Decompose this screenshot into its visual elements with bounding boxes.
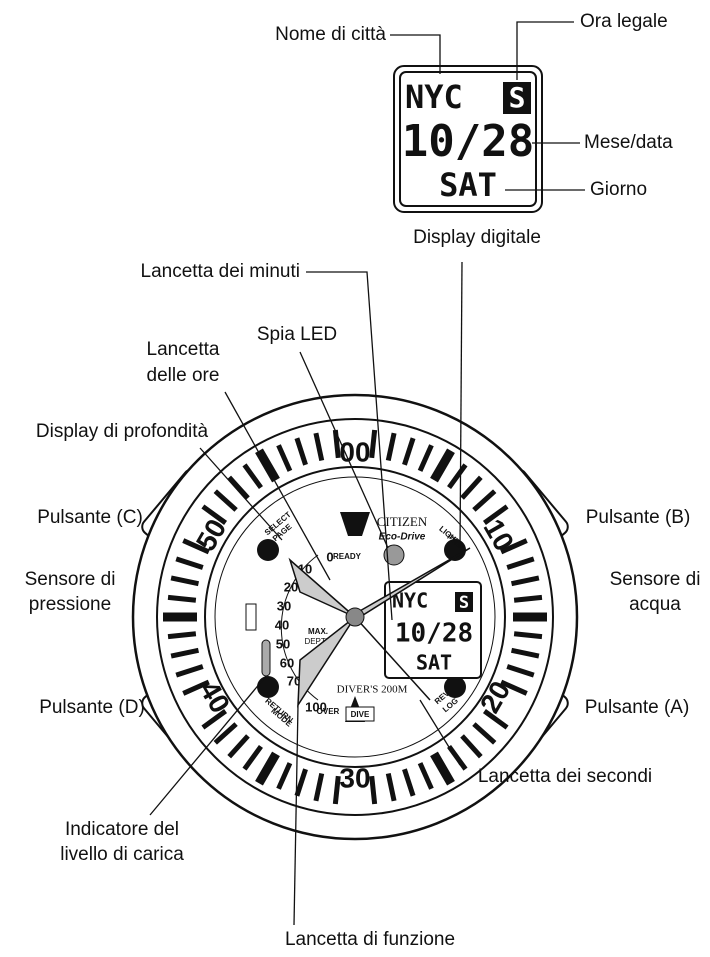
label: Indicatore del (65, 819, 179, 840)
depth-number: 60 (280, 655, 294, 670)
depth-number: 100 (305, 699, 327, 714)
display-dst: S (459, 593, 469, 613)
label: Lancetta dei minuti (141, 261, 301, 282)
label: acqua (629, 594, 681, 615)
max-depth: MAX. (308, 627, 328, 636)
label: Lancetta di funzione (285, 929, 455, 950)
dive: DIVE (351, 710, 370, 719)
label: Sensore di (610, 569, 701, 590)
depth-number: 40 (275, 617, 289, 632)
label: Pulsante (B) (586, 507, 691, 528)
button-mark (257, 676, 279, 698)
label: Sensore di (25, 569, 116, 590)
label: Display digitale (413, 227, 541, 248)
bezel-tick (372, 430, 375, 458)
bezel-number: 30 (339, 762, 370, 793)
bezel-tick (168, 634, 196, 637)
bezel-tick (514, 597, 542, 600)
depth-number: 0 (326, 549, 333, 564)
label: Ora legale (580, 11, 668, 32)
charge-indicator (262, 640, 270, 676)
label: Mese/data (584, 132, 673, 153)
label: Nome di città (275, 24, 386, 45)
label: Spia LED (257, 324, 337, 345)
ready: READY (333, 552, 362, 561)
display-day: SAT (416, 651, 452, 675)
label: Pulsante (C) (37, 507, 143, 528)
divers: DIVER'S 200M (337, 684, 408, 696)
label: Lancetta dei secondi (478, 766, 652, 787)
bezel-tick (372, 776, 375, 804)
label: Lancetta (147, 339, 220, 360)
display-date: 10/28 (395, 619, 473, 649)
inset-day: SAT (439, 166, 497, 204)
depth-number: 30 (277, 598, 291, 613)
label: livello di carica (60, 844, 184, 865)
diagram: NYC S 10/28 SAT Nome di città Ora legale… (0, 0, 710, 957)
inset-city: NYC (405, 78, 463, 116)
label: Display di profondità (36, 421, 209, 442)
label: Pulsante (A) (585, 697, 690, 718)
depth-number: 50 (276, 636, 290, 651)
inset-date: 10/28 (402, 116, 534, 167)
bezel-tick (168, 597, 196, 600)
bezel-tick (514, 634, 542, 637)
label: Pulsante (D) (39, 697, 145, 718)
page: {"inset": {"city": "NYC", "dst": "S", "d… (0, 0, 710, 957)
pressure-sensor (246, 604, 256, 630)
label: Giorno (590, 179, 647, 200)
inset-dst: S (509, 81, 526, 114)
bezel-tick (335, 776, 338, 804)
label: pressione (29, 594, 111, 615)
bezel-number: 00 (339, 436, 370, 467)
label: delle ore (147, 365, 220, 386)
hand-pivot (346, 608, 364, 626)
